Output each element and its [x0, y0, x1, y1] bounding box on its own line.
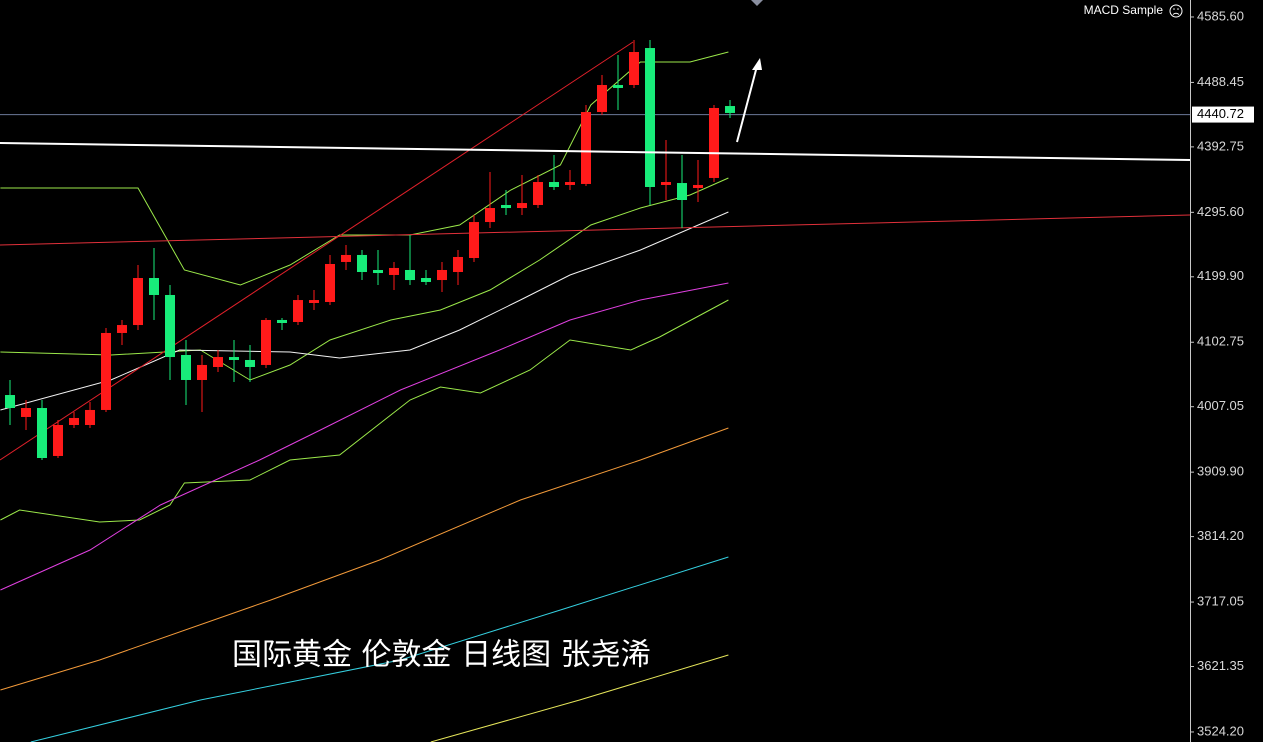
candle-body [437, 269, 447, 281]
y-tick-label: 4102.75 [1197, 334, 1244, 349]
candle-body [725, 106, 735, 113]
candle-body [629, 52, 639, 86]
candle-body [421, 278, 431, 282]
candle-body [357, 254, 367, 273]
candle-body [693, 184, 703, 189]
price-axis: 4585.60 4488.45 4392.75 4295.60 4199.90 4102.… [1190, 8, 1254, 738]
candle-body [709, 107, 719, 178]
candle-body [677, 183, 687, 200]
indicator-lines [0, 51, 1190, 742]
candle-body [517, 203, 527, 209]
candle-body [453, 256, 463, 273]
candle-body [581, 112, 591, 184]
candle-body [21, 408, 31, 417]
candle-body [389, 267, 399, 275]
candle-body [597, 85, 607, 113]
candle-body [325, 263, 335, 302]
candle-body [309, 300, 319, 303]
candle-body [277, 319, 287, 324]
support-trendline [0, 214, 1191, 246]
candle-body [485, 208, 495, 223]
expert-label: MACD Sample [1084, 3, 1164, 17]
candle-body [37, 408, 47, 458]
candle-body [501, 204, 511, 209]
caption: 国际黄金 伦敦金 日线图 张尧浠 [232, 638, 651, 673]
indicator-line [0, 211, 729, 411]
expert-icon [1169, 4, 1183, 18]
candle-body [373, 269, 383, 274]
indicator-line [430, 654, 729, 742]
candle-body [197, 364, 207, 380]
candle-body [53, 424, 63, 456]
candle-body [405, 269, 415, 281]
candle-body [613, 85, 623, 88]
marker [751, 0, 763, 6]
candle-body [533, 182, 543, 205]
candle-body [549, 182, 559, 187]
arrow-head [752, 58, 762, 70]
candle-body [117, 325, 127, 333]
candle-body [69, 417, 79, 425]
y-tick-label: 4007.05 [1197, 398, 1244, 413]
indicator-line [0, 427, 729, 691]
candle-body [165, 294, 175, 358]
candle-body [645, 48, 655, 187]
indicator-line [0, 299, 729, 523]
candles [5, 40, 735, 461]
indicator-line [0, 177, 729, 381]
y-tick-label: 4392.75 [1197, 138, 1244, 153]
y-tick-label: 4488.45 [1197, 74, 1244, 89]
arrow-shaft [736, 65, 758, 143]
y-tick-label: 3717.05 [1197, 593, 1244, 608]
y-tick-label: 4585.60 [1197, 8, 1244, 23]
candle-body [245, 359, 255, 367]
candle-body [133, 278, 143, 326]
candle-body [661, 182, 671, 185]
indicator-line [30, 556, 729, 742]
candle-body [181, 355, 191, 380]
candle-body [229, 357, 239, 360]
resistance-trendline [0, 142, 1191, 161]
y-tick-label: 4295.60 [1197, 204, 1244, 219]
candle-body [85, 409, 95, 425]
candle-body [565, 182, 575, 185]
y-tick-label: 3621.35 [1197, 658, 1244, 673]
candle-body [149, 278, 159, 295]
candle-body [5, 395, 15, 409]
candle-body [213, 357, 223, 367]
last-price-label: 4440.72 [1197, 106, 1244, 121]
y-tick-label: 3814.20 [1197, 528, 1244, 543]
candle-body [293, 300, 303, 322]
candle-body [101, 332, 111, 410]
candle-body [261, 319, 271, 365]
y-tick-label: 3524.20 [1197, 723, 1244, 738]
y-tick-label: 4199.90 [1197, 268, 1244, 283]
indicator-line [0, 282, 729, 591]
candle-body [341, 254, 351, 262]
candle-body [469, 222, 479, 258]
price-axis-panel [1190, 0, 1263, 742]
y-tick-label: 3909.90 [1197, 464, 1244, 479]
last-price-box [1192, 106, 1254, 123]
